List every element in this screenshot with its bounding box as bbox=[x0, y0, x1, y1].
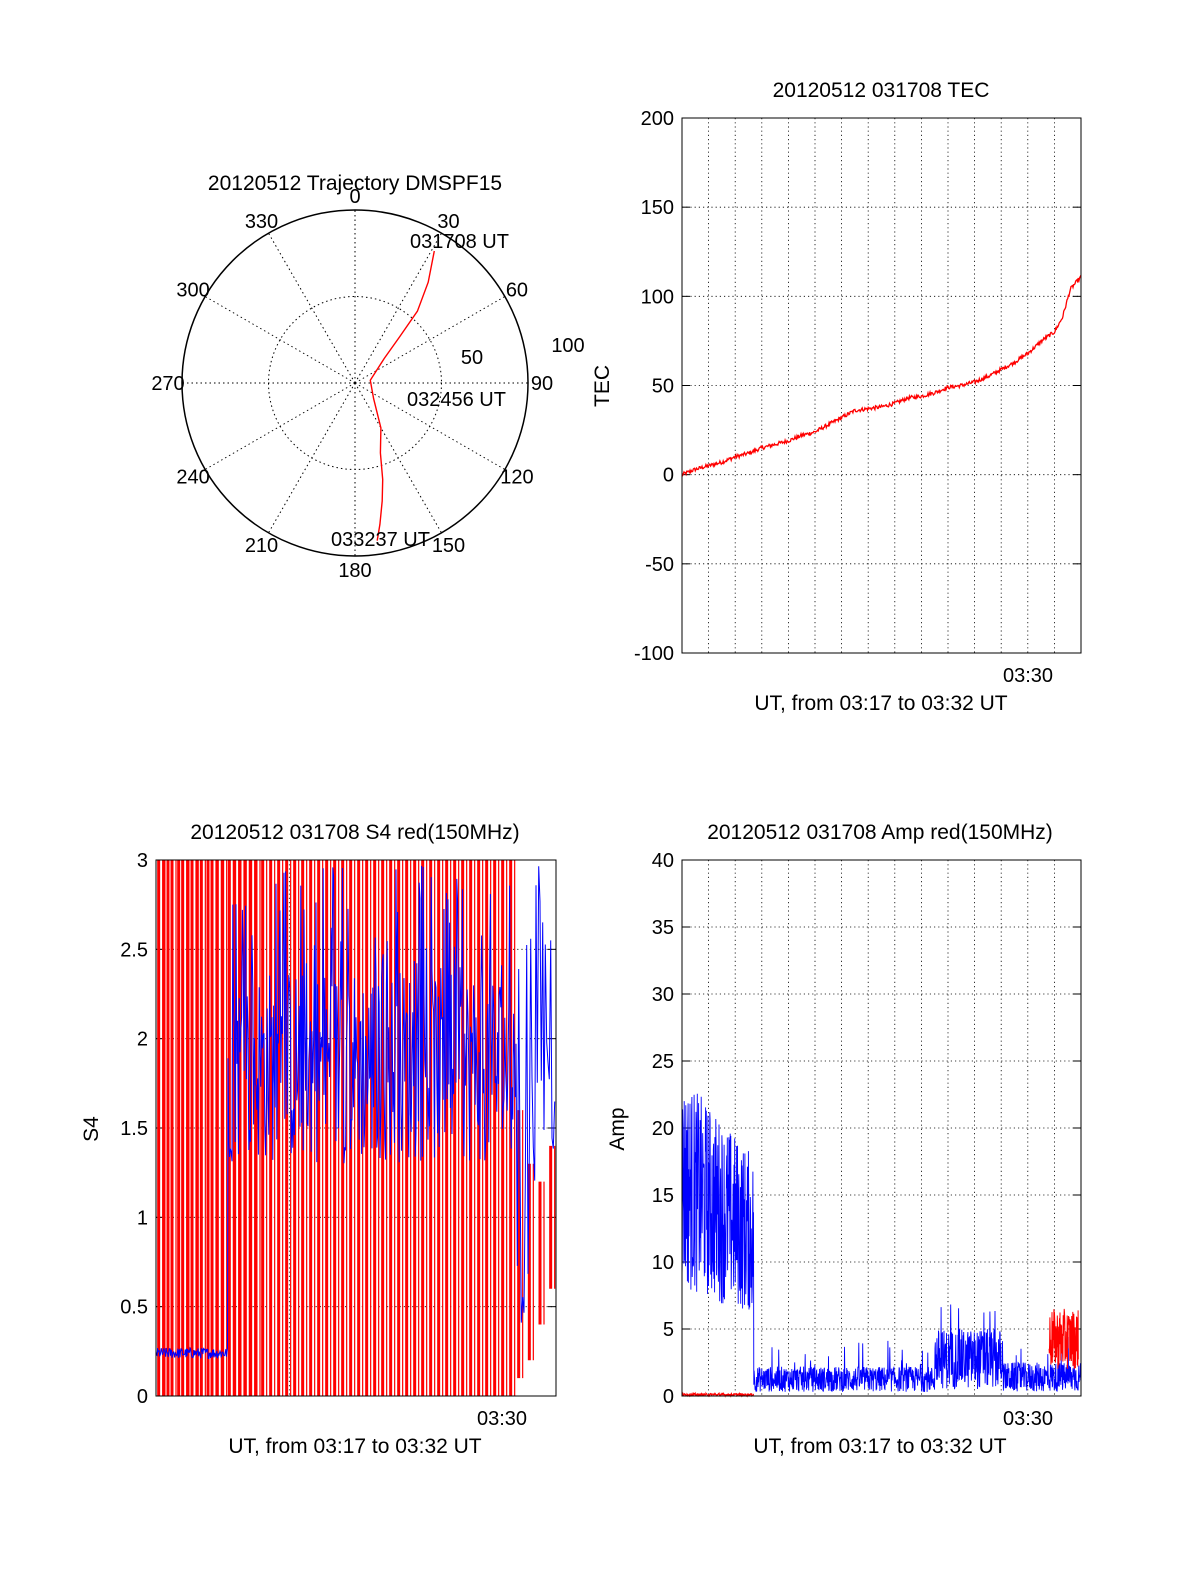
amp-y-tick-label: 40 bbox=[652, 850, 674, 872]
polar-spoke bbox=[354, 232, 442, 384]
amp-y-tick-label: 10 bbox=[652, 1252, 674, 1274]
s4-plot-frame bbox=[155, 859, 557, 1397]
tec-title: 20120512 031708 TEC bbox=[773, 79, 990, 102]
trajectory-annotation: 032456 UT bbox=[407, 389, 506, 411]
tec-chart: 20120512 031708 TEC -100-50050100150200 … bbox=[591, 79, 1082, 715]
polar-angle-label: 240 bbox=[176, 467, 209, 489]
amp-y-tick-label: 15 bbox=[652, 1185, 674, 1207]
s4-blue-series bbox=[155, 865, 556, 1360]
polar-angle-label: 210 bbox=[245, 535, 278, 557]
trajectory-annotation: 033237 UT bbox=[331, 529, 430, 551]
tec-x-axis-label: UT, from 03:17 to 03:32 UT bbox=[754, 692, 1007, 715]
tec-y-axis-label: TEC bbox=[591, 365, 614, 407]
s4-x-tick-label: 03:30 bbox=[477, 1408, 527, 1430]
amp-blue-series bbox=[681, 1093, 1082, 1392]
polar-title: 20120512 Trajectory DMSPF15 bbox=[208, 172, 502, 195]
polar-angle-label: 30 bbox=[437, 211, 459, 233]
s4-y-tick-label: 0.5 bbox=[120, 1297, 148, 1319]
s4-x-axis-label: UT, from 03:17 to 03:32 UT bbox=[228, 1435, 481, 1458]
polar-angle-labels: 0 30 60 90 120 150 180 210 240 270 300 330 bbox=[151, 186, 553, 582]
polar-angle-label: 0 bbox=[349, 186, 360, 208]
polar-angle-label: 270 bbox=[151, 373, 184, 395]
tec-grid bbox=[682, 117, 1081, 654]
s4-y-tick-label: 0 bbox=[137, 1386, 148, 1408]
s4-chart: 20120512 031708 S4 red(150MHz) 0 0.5 1 1.5 2… bbox=[80, 821, 557, 1458]
polar-angle-label: 60 bbox=[506, 280, 528, 302]
tec-y-tick-label: 150 bbox=[641, 197, 674, 219]
amp-y-tick-label: 35 bbox=[652, 917, 674, 939]
tec-y-tick-labels: -100 -50 0 50 100 150 200 bbox=[634, 108, 674, 665]
s4-y-tick-label: 2.5 bbox=[120, 939, 148, 961]
amp-y-tick-labels: 0 5 10 15 20 25 30 35 40 bbox=[652, 850, 674, 1408]
tec-y-tick-label: 50 bbox=[652, 376, 674, 398]
s4-y-tick-label: 1 bbox=[137, 1207, 148, 1229]
polar-spoke bbox=[204, 296, 356, 384]
tec-y-tick-label: 0 bbox=[663, 465, 674, 487]
amp-x-tick-label: 03:30 bbox=[1003, 1408, 1053, 1430]
s4-y-axis-label: S4 bbox=[80, 1116, 103, 1142]
amp-title: 20120512 031708 Amp red(150MHz) bbox=[707, 821, 1053, 844]
amp-y-tick-label: 25 bbox=[652, 1051, 674, 1073]
amp-y-tick-label: 30 bbox=[652, 984, 674, 1006]
tec-plot-frame bbox=[681, 117, 1082, 654]
polar-outer-circle bbox=[181, 209, 529, 557]
s4-y-tick-label: 3 bbox=[137, 850, 148, 872]
polar-spoke bbox=[354, 296, 506, 384]
amp-x-axis-label: UT, from 03:17 to 03:32 UT bbox=[753, 1435, 1006, 1458]
polar-angle-label: 180 bbox=[338, 560, 371, 582]
tec-y-tick-label: -100 bbox=[634, 643, 674, 665]
tec-y-tick-label: 100 bbox=[641, 286, 674, 308]
s4-title: 20120512 031708 S4 red(150MHz) bbox=[190, 821, 519, 844]
s4-y-tick-labels: 0 0.5 1 1.5 2 2.5 3 bbox=[120, 850, 148, 1408]
polar-grid bbox=[181, 209, 529, 557]
polar-spoke bbox=[268, 382, 356, 534]
tec-series-line bbox=[681, 274, 1082, 477]
trajectory-line bbox=[369, 250, 435, 541]
polar-angle-label: 120 bbox=[500, 467, 533, 489]
polar-spoke bbox=[268, 232, 356, 384]
polar-spoke bbox=[354, 382, 442, 534]
polar-angle-label: 90 bbox=[531, 373, 553, 395]
amp-y-axis-label: Amp bbox=[606, 1107, 629, 1150]
polar-angle-label: 330 bbox=[245, 211, 278, 233]
s4-red-series bbox=[157, 860, 556, 1396]
polar-angle-label: 300 bbox=[176, 280, 209, 302]
polar-angle-label: 150 bbox=[432, 535, 465, 557]
amp-grid bbox=[682, 859, 1081, 1397]
polar-radius-label: 50 bbox=[461, 347, 483, 369]
amp-y-tick-label: 0 bbox=[663, 1386, 674, 1408]
s4-y-tick-label: 2 bbox=[137, 1029, 148, 1051]
amp-chart: 20120512 031708 Amp red(150MHz) 0 5 10 15 20… bbox=[606, 821, 1082, 1458]
polar-trajectory-chart: 20120512 Trajectory DMSPF15 0 30 60 90 120 15… bbox=[151, 172, 584, 582]
tec-y-tick-label: -50 bbox=[645, 554, 674, 576]
trajectory-annotation: 031708 UT bbox=[410, 231, 509, 253]
tec-x-tick-label: 03:30 bbox=[1003, 665, 1053, 687]
polar-radius-label: 100 bbox=[551, 335, 584, 357]
s4-y-tick-label: 1.5 bbox=[120, 1118, 148, 1140]
amp-y-tick-label: 5 bbox=[663, 1319, 674, 1341]
tec-y-tick-label: 200 bbox=[641, 108, 674, 130]
polar-spoke bbox=[204, 382, 356, 470]
polar-spoke bbox=[354, 382, 506, 470]
amp-y-tick-label: 20 bbox=[652, 1118, 674, 1140]
amp-plot-frame bbox=[681, 859, 1082, 1397]
